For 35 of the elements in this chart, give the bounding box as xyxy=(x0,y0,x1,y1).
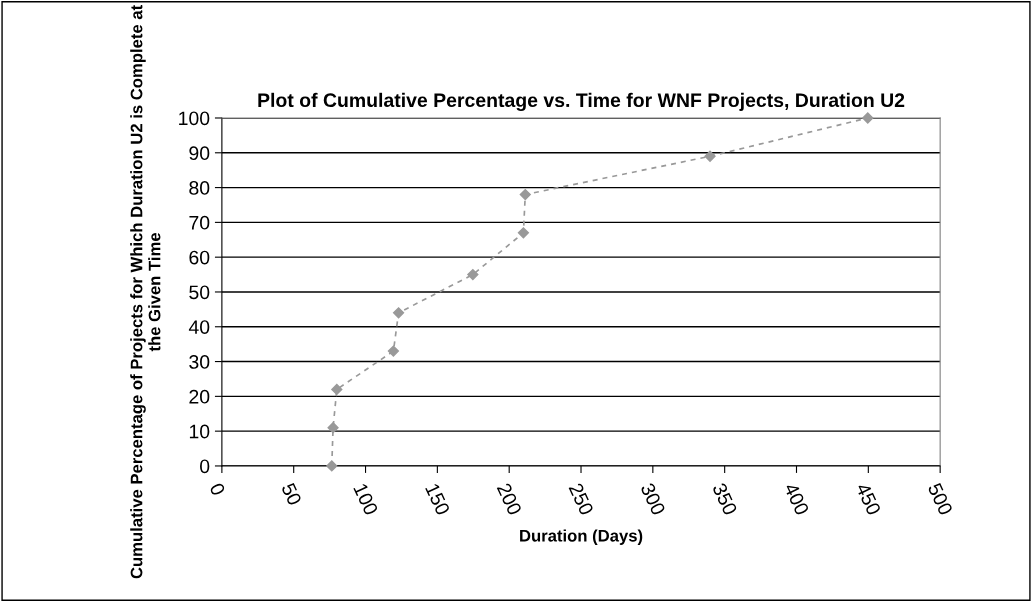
point xyxy=(327,422,339,434)
y-tick-label: 70 xyxy=(189,215,210,230)
y-axis-title: Cumulative Percentage of Projects for Which Duration U2 is Complete at the Given Time xyxy=(130,5,161,579)
point xyxy=(387,345,400,357)
y-tick-label: 80 xyxy=(189,181,210,195)
y-tick-label: 10 xyxy=(189,424,210,439)
y-tick-label: 0 xyxy=(200,459,210,474)
x-tick-label: 300 xyxy=(640,482,666,516)
point xyxy=(519,188,531,201)
y-tick-label: 50 xyxy=(189,285,210,300)
x-tick-label: 400 xyxy=(783,481,810,516)
y-tick-label: 90 xyxy=(189,146,210,161)
point xyxy=(392,307,405,319)
x-tick-label: 350 xyxy=(712,482,738,516)
x-tick-label: 0 xyxy=(209,482,226,497)
x-tick-label: 50 xyxy=(281,482,303,507)
point xyxy=(517,227,530,239)
x-tick-label: 450 xyxy=(855,481,882,516)
y-tick-label: 100 xyxy=(179,111,210,126)
point xyxy=(467,268,479,281)
x-axis-title: Duration (Days) xyxy=(520,529,643,545)
y-tick-label: 60 xyxy=(189,250,210,265)
x-tick-label: 200 xyxy=(496,482,523,516)
x-tick-label: 100 xyxy=(353,482,379,516)
y-tick-label: 30 xyxy=(189,355,210,369)
point xyxy=(862,112,874,124)
y-tick-label: 40 xyxy=(188,320,210,334)
point xyxy=(331,383,343,396)
chart-title: Plot of Cumulative Percentage vs. Time for WNF Projects, Duration U2 xyxy=(258,92,905,111)
x-tick-label: 250 xyxy=(568,482,594,516)
x-tick-label: 500 xyxy=(927,482,954,516)
y-tick-label: 20 xyxy=(189,389,210,404)
x-tick-label: 150 xyxy=(425,482,451,516)
point xyxy=(704,150,716,162)
point xyxy=(326,460,338,472)
